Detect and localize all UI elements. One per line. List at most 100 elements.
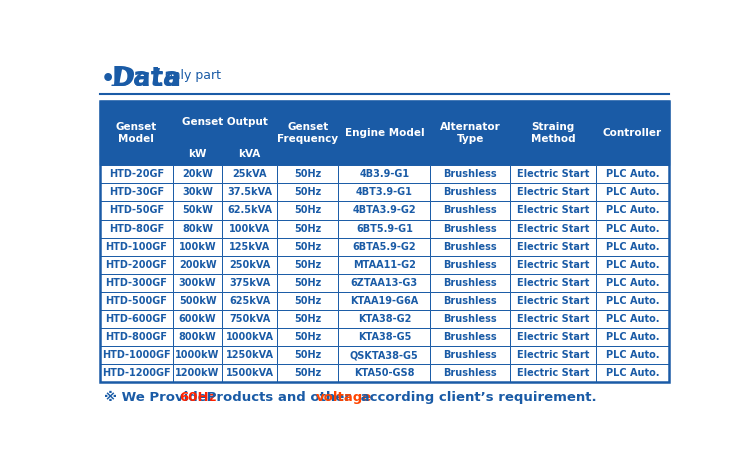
Text: HTD-800GF: HTD-800GF xyxy=(105,332,167,342)
Text: 30kW: 30kW xyxy=(182,187,213,197)
Bar xyxy=(596,292,669,310)
Text: kW: kW xyxy=(188,149,207,159)
Bar xyxy=(338,346,430,364)
Text: 500kW: 500kW xyxy=(178,296,216,306)
Text: PLC Auto.: PLC Auto. xyxy=(606,260,659,270)
Text: 750kVA: 750kVA xyxy=(229,314,270,324)
Text: Electric Start: Electric Start xyxy=(517,296,589,306)
Text: 37.5kVA: 37.5kVA xyxy=(227,187,272,197)
Bar xyxy=(430,238,510,256)
Bar xyxy=(222,219,278,238)
Text: KTA38-G2: KTA38-G2 xyxy=(358,314,411,324)
Text: 20kW: 20kW xyxy=(182,169,213,179)
Text: 625kVA: 625kVA xyxy=(229,296,270,306)
Bar xyxy=(100,101,173,165)
Text: 50Hz: 50Hz xyxy=(294,224,322,234)
Bar xyxy=(278,165,338,183)
Bar xyxy=(100,101,669,382)
Bar xyxy=(430,165,510,183)
Text: Brushless: Brushless xyxy=(443,314,497,324)
Bar xyxy=(100,274,173,292)
Text: Brushless: Brushless xyxy=(443,205,497,215)
Bar xyxy=(278,346,338,364)
Text: Brushless: Brushless xyxy=(443,332,497,342)
Bar xyxy=(596,328,669,346)
Text: Brushless: Brushless xyxy=(443,241,497,252)
Text: only part: only part xyxy=(165,69,220,82)
Text: HTD-20GF: HTD-20GF xyxy=(109,169,164,179)
Text: 50Hz: 50Hz xyxy=(294,205,322,215)
Text: 1200kW: 1200kW xyxy=(176,368,220,378)
Text: 4BTA3.9-G2: 4BTA3.9-G2 xyxy=(352,205,416,215)
Text: Electric Start: Electric Start xyxy=(517,368,589,378)
Text: PLC Auto.: PLC Auto. xyxy=(606,350,659,360)
Bar xyxy=(278,364,338,382)
Bar xyxy=(100,165,173,183)
Bar xyxy=(222,143,278,165)
Bar xyxy=(338,292,430,310)
Text: 50Hz: 50Hz xyxy=(294,169,322,179)
Bar xyxy=(510,310,596,328)
Bar xyxy=(430,101,510,165)
Bar xyxy=(338,101,430,165)
Text: HTD-600GF: HTD-600GF xyxy=(105,314,167,324)
Bar xyxy=(338,364,430,382)
Text: •: • xyxy=(100,69,115,89)
Text: MTAA11-G2: MTAA11-G2 xyxy=(353,260,416,270)
Bar xyxy=(338,274,430,292)
Text: Brushless: Brushless xyxy=(443,169,497,179)
Text: PLC Auto.: PLC Auto. xyxy=(606,169,659,179)
Bar xyxy=(222,165,278,183)
Bar xyxy=(338,238,430,256)
Text: PLC Auto.: PLC Auto. xyxy=(606,296,659,306)
Text: Brushless: Brushless xyxy=(443,278,497,288)
Bar xyxy=(173,143,222,165)
Text: 1000kW: 1000kW xyxy=(176,350,220,360)
Text: Electric Start: Electric Start xyxy=(517,260,589,270)
Bar xyxy=(510,165,596,183)
Bar xyxy=(278,310,338,328)
Bar xyxy=(510,101,596,165)
Bar xyxy=(173,364,222,382)
Bar xyxy=(100,201,173,219)
Bar xyxy=(596,256,669,274)
Bar xyxy=(510,346,596,364)
Bar xyxy=(338,328,430,346)
Text: 6ZTAA13-G3: 6ZTAA13-G3 xyxy=(351,278,418,288)
Bar xyxy=(222,292,278,310)
Bar xyxy=(596,274,669,292)
Text: 6BT5.9-G1: 6BT5.9-G1 xyxy=(356,224,413,234)
Bar xyxy=(510,238,596,256)
Text: 80kW: 80kW xyxy=(182,224,213,234)
Text: HTD-1000GF: HTD-1000GF xyxy=(102,350,170,360)
Text: Brushless: Brushless xyxy=(443,260,497,270)
Text: Straing
Method: Straing Method xyxy=(530,122,575,145)
Text: 62.5kVA: 62.5kVA xyxy=(227,205,272,215)
Text: HTD-50GF: HTD-50GF xyxy=(109,205,164,215)
Bar xyxy=(430,256,510,274)
Text: 4B3.9-G1: 4B3.9-G1 xyxy=(359,169,410,179)
Text: 200kW: 200kW xyxy=(178,260,216,270)
Bar xyxy=(278,219,338,238)
Text: KTA38-G5: KTA38-G5 xyxy=(358,332,411,342)
Text: 1000kVA: 1000kVA xyxy=(226,332,274,342)
Bar xyxy=(173,310,222,328)
Text: Brushless: Brushless xyxy=(443,224,497,234)
Text: Electric Start: Electric Start xyxy=(517,314,589,324)
Bar xyxy=(100,238,173,256)
Text: Alternator
Type: Alternator Type xyxy=(440,122,500,145)
Bar xyxy=(173,292,222,310)
Text: Electric Start: Electric Start xyxy=(517,350,589,360)
Text: 50Hz: 50Hz xyxy=(294,241,322,252)
Text: voltage: voltage xyxy=(316,391,372,404)
Text: Data: Data xyxy=(111,66,182,92)
Bar xyxy=(430,346,510,364)
Bar xyxy=(430,310,510,328)
Bar xyxy=(222,346,278,364)
Bar xyxy=(100,219,173,238)
Text: 4BT3.9-G1: 4BT3.9-G1 xyxy=(356,187,413,197)
Text: HTD-100GF: HTD-100GF xyxy=(105,241,167,252)
Bar xyxy=(510,201,596,219)
Bar xyxy=(173,238,222,256)
Bar xyxy=(222,274,278,292)
